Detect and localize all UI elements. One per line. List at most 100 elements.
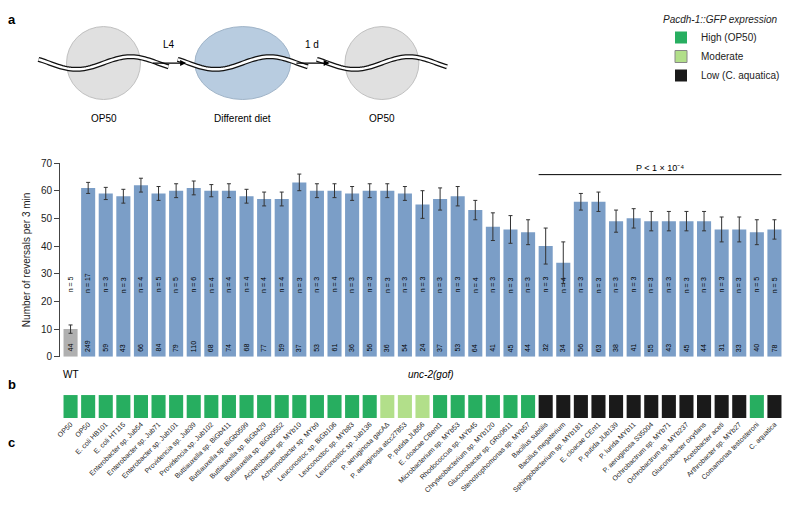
svg-text:Sphingobacterium sp. MYb181: Sphingobacterium sp. MYb181 xyxy=(511,421,584,494)
svg-text:38: 38 xyxy=(612,344,619,352)
svg-text:0: 0 xyxy=(46,351,52,362)
svg-text:Moderate: Moderate xyxy=(701,51,744,62)
svg-text:n = 4: n = 4 xyxy=(225,277,232,293)
svg-text:c: c xyxy=(8,435,15,450)
svg-text:Buttiauxella sp. BiGb0599: Buttiauxella sp. BiGb0599 xyxy=(188,421,251,484)
svg-text:Gluconobacter sp. GRo0611: Gluconobacter sp. GRo0611 xyxy=(446,421,514,489)
svg-text:n = 4: n = 4 xyxy=(278,277,285,293)
svg-text:E. coli HB101: E. coli HB101 xyxy=(74,421,109,456)
svg-text:Arthrobacter sp. MYb27: Arthrobacter sp. MYb27 xyxy=(685,421,743,479)
svg-text:n = 3: n = 3 xyxy=(507,277,514,293)
svg-text:n = 5: n = 5 xyxy=(771,277,778,293)
svg-text:n = 3: n = 3 xyxy=(718,277,725,293)
svg-text:44: 44 xyxy=(67,344,74,352)
svg-text:45: 45 xyxy=(683,344,690,352)
svg-text:54: 54 xyxy=(401,344,408,352)
svg-text:n = 3: n = 3 xyxy=(436,277,443,293)
svg-text:Leuconostoc sp. MYb83: Leuconostoc sp. MYb83 xyxy=(297,421,356,480)
svg-text:n = 4: n = 4 xyxy=(331,276,338,292)
svg-text:37: 37 xyxy=(436,344,443,352)
svg-text:1 d: 1 d xyxy=(305,39,319,50)
svg-text:68: 68 xyxy=(207,344,214,352)
svg-text:P. putida JUb139: P. putida JUb139 xyxy=(577,421,620,464)
svg-text:OP50: OP50 xyxy=(91,113,117,124)
svg-text:P. aeruginosa atcc27853: P. aeruginosa atcc27853 xyxy=(349,421,409,481)
svg-text:n = 3: n = 3 xyxy=(524,277,531,293)
svg-text:41: 41 xyxy=(489,344,496,352)
svg-text:40: 40 xyxy=(753,344,760,352)
svg-text:n = 5: n = 5 xyxy=(67,276,74,292)
svg-text:Acinetobacter sp. MYb10: Acinetobacter sp. MYb10 xyxy=(242,421,303,482)
svg-text:Providencia sp. Jub102: Providencia sp. Jub102 xyxy=(158,421,215,478)
svg-text:Bacillus subtilis: Bacillus subtilis xyxy=(510,420,549,459)
svg-text:41: 41 xyxy=(630,344,637,352)
svg-text:Buttiauxella sp. BiGb411: Buttiauxella sp. BiGb411 xyxy=(173,421,233,481)
svg-text:Enterobacter sp. Jub54: Enterobacter sp. Jub54 xyxy=(88,421,145,478)
svg-text:n = 3: n = 3 xyxy=(577,277,584,293)
svg-text:n = 3: n = 3 xyxy=(665,277,672,293)
svg-text:P. aeruginosa S35004: P. aeruginosa S35004 xyxy=(601,421,655,475)
svg-text:110: 110 xyxy=(190,341,197,352)
svg-text:68: 68 xyxy=(243,344,250,352)
svg-text:n = 6: n = 6 xyxy=(190,277,197,293)
svg-text:Stenotrophomonas sp. MYb57: Stenotrophomonas sp. MYb57 xyxy=(459,421,532,494)
svg-text:Buttiauxella sp. BiGb0552: Buttiauxella sp. BiGb0552 xyxy=(223,421,286,484)
svg-text:E. cloacae CBent1: E. cloacae CBent1 xyxy=(397,421,443,467)
svg-text:79: 79 xyxy=(172,344,179,352)
svg-text:P < 1 × 10⁻⁴: P < 1 × 10⁻⁴ xyxy=(636,163,684,173)
svg-text:60: 60 xyxy=(41,185,53,196)
svg-text:44: 44 xyxy=(700,344,707,352)
svg-text:Buttiauxella sp. BiGb429: Buttiauxella sp. BiGb429 xyxy=(208,421,268,481)
svg-text:Comamonas testosteroni: Comamonas testosteroni xyxy=(700,420,760,480)
svg-text:n = 5: n = 5 xyxy=(753,277,760,293)
svg-text:n = 3: n = 3 xyxy=(313,277,320,293)
svg-text:n = 5: n = 5 xyxy=(172,277,179,293)
svg-text:n = 3: n = 3 xyxy=(735,277,742,293)
svg-text:Gluconobacter oxydans: Gluconobacter oxydans xyxy=(650,420,708,478)
svg-text:n = 3: n = 3 xyxy=(700,277,707,293)
svg-text:n = 3: n = 3 xyxy=(489,277,496,293)
svg-text:High (OP50): High (OP50) xyxy=(701,32,757,43)
svg-text:Acetobacter aceti: Acetobacter aceti xyxy=(682,420,726,464)
svg-text:59: 59 xyxy=(102,344,109,352)
svg-text:OP50: OP50 xyxy=(74,421,92,439)
svg-text:n = 4: n = 4 xyxy=(260,277,267,293)
svg-text:n = 3: n = 3 xyxy=(384,277,391,293)
svg-text:55: 55 xyxy=(647,344,654,352)
svg-text:n = 3: n = 3 xyxy=(120,277,127,293)
svg-text:24: 24 xyxy=(419,343,426,351)
svg-text:Rhodococcus sp. MYb45: Rhodococcus sp. MYb45 xyxy=(418,421,479,482)
svg-text:56: 56 xyxy=(577,344,584,352)
svg-text:WT: WT xyxy=(63,369,79,380)
svg-text:n = 3: n = 3 xyxy=(683,277,690,293)
svg-text:36: 36 xyxy=(383,344,390,352)
svg-text:b: b xyxy=(8,377,16,392)
svg-text:43: 43 xyxy=(665,344,672,352)
svg-text:unc-2(gof): unc-2(gof) xyxy=(408,369,454,380)
svg-text:Enterobacter sp. Jub101: Enterobacter sp. Jub101 xyxy=(120,421,180,481)
svg-text:OP50: OP50 xyxy=(56,421,74,439)
svg-text:44: 44 xyxy=(524,344,531,352)
svg-text:64: 64 xyxy=(471,344,478,352)
svg-text:n = 3: n = 3 xyxy=(630,277,637,293)
svg-text:Achromobacter sp. MYb9: Achromobacter sp. MYb9 xyxy=(259,421,321,483)
svg-text:50: 50 xyxy=(41,213,53,224)
svg-text:78: 78 xyxy=(771,344,778,352)
svg-text:Microbacterium sp. MYb53: Microbacterium sp. MYb53 xyxy=(397,421,462,486)
svg-text:Number of reversals per 3 min: Number of reversals per 3 min xyxy=(21,193,32,328)
svg-text:n = 3: n = 3 xyxy=(612,277,619,293)
svg-text:249: 249 xyxy=(84,340,91,352)
svg-text:n = 3: n = 3 xyxy=(296,277,303,293)
svg-text:61: 61 xyxy=(331,344,338,352)
svg-text:OP50: OP50 xyxy=(369,113,395,124)
svg-text:n = 3: n = 3 xyxy=(419,276,426,292)
svg-text:Leuconostoc sp. BiGb106: Leuconostoc sp. BiGb106 xyxy=(276,421,338,483)
svg-text:P. putida JUb56: P. putida JUb56 xyxy=(386,421,426,461)
svg-text:C. aquatica: C. aquatica xyxy=(748,421,779,452)
svg-text:31: 31 xyxy=(718,344,725,352)
svg-text:n = 3: n = 3 xyxy=(454,277,461,293)
svg-text:32: 32 xyxy=(542,344,549,352)
svg-text:E. coli HT115: E. coli HT115 xyxy=(92,421,126,455)
svg-text:53: 53 xyxy=(313,344,320,352)
svg-text:n = 3: n = 3 xyxy=(401,277,408,293)
